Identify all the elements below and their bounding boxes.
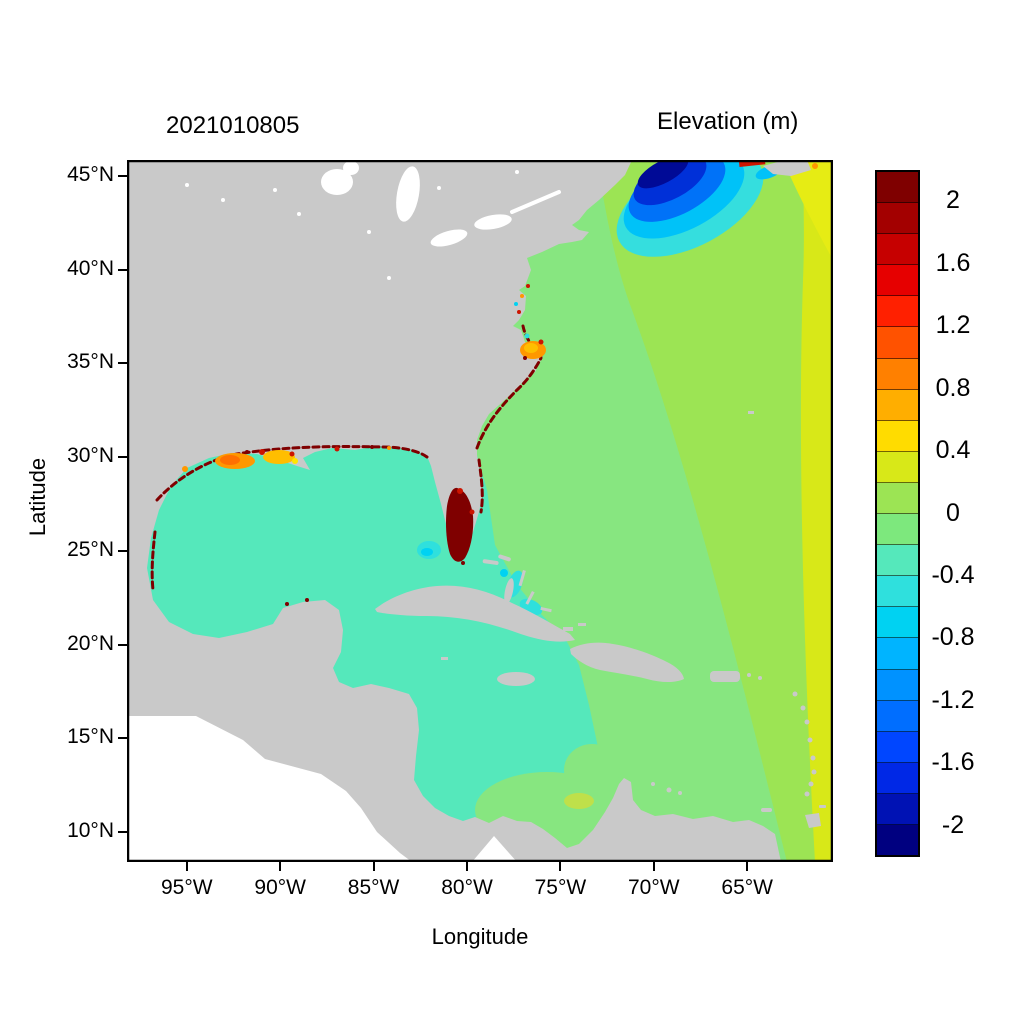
colorbar-tick-label: -0.8 bbox=[931, 623, 975, 652]
plot-title-date: 2021010805 bbox=[166, 112, 300, 139]
gulf-of-maine-low-blob bbox=[616, 160, 783, 257]
x-tick-label: 95°W bbox=[161, 876, 213, 899]
plot-border bbox=[127, 160, 833, 862]
colorbar-band bbox=[877, 296, 918, 328]
colorbar-band bbox=[877, 514, 918, 546]
colorbar-band bbox=[877, 482, 918, 515]
colorbar-tick-label: -2 bbox=[941, 810, 965, 839]
colorbar-band bbox=[877, 824, 918, 856]
y-tick-label: 10°N bbox=[67, 818, 114, 842]
y-tick-label: 20°N bbox=[67, 631, 114, 655]
x-tick-label: 85°W bbox=[347, 876, 400, 899]
x-tick-mark bbox=[559, 862, 562, 871]
x-tick-label: 80°W bbox=[441, 876, 493, 899]
y-tick-mark bbox=[118, 456, 127, 459]
colorbar-band bbox=[877, 607, 918, 639]
colorbar-tick-label: -1.2 bbox=[931, 685, 975, 714]
y-tick-label: 40°N bbox=[67, 256, 114, 280]
great-lakes bbox=[185, 161, 561, 280]
pacific-outside-domain bbox=[127, 716, 412, 862]
colorbar-band bbox=[877, 451, 918, 483]
x-tick-mark bbox=[279, 862, 282, 871]
gulf-of-panama-outside-domain bbox=[472, 836, 517, 862]
colorbar-tick-label: 0.8 bbox=[935, 373, 971, 402]
map-svg bbox=[127, 160, 833, 862]
colorbar-band bbox=[877, 669, 918, 701]
colorbar-tick-label: 2 bbox=[946, 186, 960, 215]
y-tick-mark bbox=[118, 362, 127, 365]
colorbar-band bbox=[877, 172, 918, 204]
colorbar-band bbox=[877, 389, 918, 421]
south-florida-surge-blob bbox=[446, 487, 474, 562]
x-tick-mark bbox=[372, 862, 375, 871]
x-tick-mark bbox=[185, 862, 188, 871]
x-tick-mark bbox=[746, 862, 749, 871]
x-tick-label: 65°W bbox=[721, 876, 773, 899]
y-tick-mark bbox=[118, 643, 127, 646]
colorbar-title: Elevation (m) bbox=[657, 108, 799, 135]
y-tick-mark bbox=[118, 737, 127, 740]
east-boundary-strip bbox=[800, 160, 833, 862]
x-tick-label: 70°W bbox=[628, 876, 680, 899]
coastal-surge-features bbox=[150, 284, 546, 606]
y-tick-mark bbox=[118, 549, 127, 552]
x-tick-label: 75°W bbox=[534, 876, 587, 899]
y-tick-label: 30°N bbox=[67, 444, 114, 468]
colorbar-tick-label: 1.6 bbox=[935, 248, 971, 277]
y-tick-mark bbox=[118, 268, 127, 271]
colorbar-band bbox=[877, 638, 918, 670]
y-tick-label: 15°N bbox=[67, 725, 114, 749]
atlantic-mid-band bbox=[597, 160, 833, 862]
map-plot bbox=[127, 160, 833, 862]
x-tick-mark bbox=[466, 862, 468, 871]
colorbar-band bbox=[877, 576, 918, 608]
colorbar-band bbox=[877, 327, 918, 359]
colorbar-band bbox=[877, 265, 918, 297]
x-tick-mark bbox=[652, 862, 655, 871]
colorbar-band bbox=[877, 234, 918, 266]
y-tick-mark bbox=[118, 830, 127, 833]
x-axis-label: Longitude bbox=[431, 924, 529, 949]
y-tick-label: 45°N bbox=[67, 162, 114, 186]
colorbar-band bbox=[877, 700, 918, 732]
colorbar-tick-label: -0.4 bbox=[931, 560, 975, 589]
colorbar-band bbox=[877, 793, 918, 825]
y-tick-mark bbox=[118, 174, 127, 177]
colorbar-band bbox=[877, 731, 918, 763]
colorbar-band bbox=[877, 358, 918, 390]
colorbar bbox=[875, 170, 920, 857]
y-tick-label: 25°N bbox=[67, 537, 114, 561]
colorbar-tick-label: 0 bbox=[946, 498, 960, 527]
x-tick-label: 90°W bbox=[254, 876, 306, 899]
colorbar-tick-label: -1.6 bbox=[931, 748, 975, 777]
northeast-corner-band bbox=[783, 160, 833, 260]
caribbean-islands bbox=[375, 411, 826, 828]
colorbar-tick-label: 1.2 bbox=[935, 311, 971, 340]
y-tick-label: 35°N bbox=[67, 350, 114, 374]
colorbar-tick-label: 0.4 bbox=[935, 436, 971, 465]
colorbar-band bbox=[877, 545, 918, 577]
colorbar-band bbox=[877, 762, 918, 794]
colorbar-band bbox=[877, 420, 918, 452]
y-axis-label: Latitude bbox=[25, 457, 50, 537]
colorbar-band bbox=[877, 203, 918, 235]
